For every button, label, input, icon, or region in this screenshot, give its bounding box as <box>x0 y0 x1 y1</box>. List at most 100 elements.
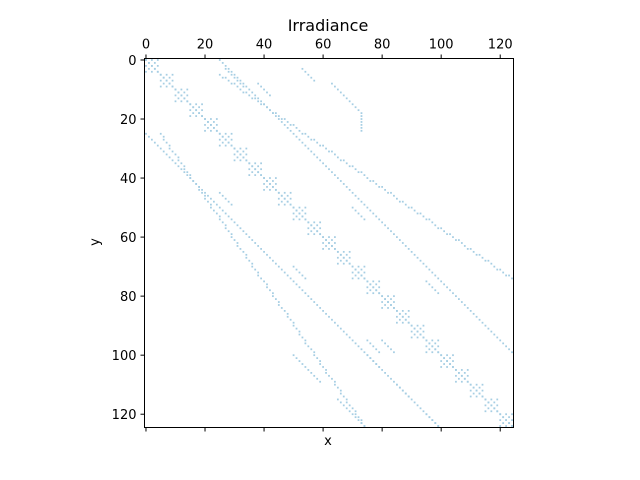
nonzero-point <box>325 239 327 241</box>
nonzero-point <box>177 156 180 159</box>
nonzero-point <box>301 336 304 339</box>
nonzero-point <box>277 301 280 303</box>
nonzero-point <box>463 372 466 374</box>
nonzero-point <box>401 242 404 244</box>
nonzero-point <box>224 224 227 227</box>
nonzero-point <box>396 236 398 238</box>
nonzero-point <box>233 153 236 156</box>
nonzero-point <box>446 286 448 289</box>
nonzero-point <box>165 73 168 76</box>
nonzero-point <box>434 274 437 277</box>
nonzero-point <box>210 118 212 120</box>
nonzero-point <box>245 253 248 256</box>
nonzero-point <box>159 147 162 150</box>
nonzero-point <box>505 274 507 277</box>
nonzero-point <box>428 283 431 286</box>
nonzero-point <box>331 82 333 85</box>
nonzero-point <box>254 162 257 165</box>
nonzero-point <box>307 221 310 224</box>
nonzero-point <box>351 165 354 168</box>
nonzero-point <box>416 330 419 333</box>
nonzero-point <box>348 256 351 259</box>
nonzero-point <box>339 253 342 256</box>
nonzero-point <box>224 144 227 147</box>
nonzero-point <box>242 91 245 94</box>
nonzero-point <box>410 206 413 209</box>
nonzero-point <box>493 401 496 404</box>
nonzero-point <box>342 395 345 398</box>
nonzero-point <box>416 336 419 339</box>
nonzero-point <box>295 327 298 330</box>
nonzero-point <box>289 124 292 126</box>
nonzero-point <box>260 174 262 176</box>
nonzero-point <box>393 295 395 298</box>
nonzero-point <box>201 188 203 191</box>
nonzero-point <box>310 138 313 141</box>
nonzero-point <box>316 230 319 233</box>
nonzero-point <box>387 191 389 194</box>
nonzero-point <box>227 70 230 73</box>
nonzero-point <box>345 97 348 100</box>
nonzero-point <box>452 366 454 368</box>
nonzero-point <box>336 156 339 159</box>
nonzero-point <box>289 197 292 200</box>
nonzero-point <box>484 259 487 262</box>
nonzero-point <box>263 103 265 106</box>
nonzero-point <box>274 177 277 179</box>
nonzero-point <box>419 327 422 330</box>
nonzero-point <box>469 383 472 386</box>
nonzero-point <box>307 135 310 138</box>
nonzero-point <box>292 218 295 221</box>
nonzero-point <box>150 59 153 61</box>
nonzero-point <box>413 401 416 404</box>
nonzero-point <box>378 218 381 221</box>
y-axis-label: y <box>88 238 103 246</box>
nonzero-point <box>339 259 342 262</box>
nonzero-point <box>272 292 274 295</box>
nonzero-point <box>354 274 357 277</box>
nonzero-point <box>334 153 336 156</box>
nonzero-point <box>437 345 440 348</box>
nonzero-point <box>325 245 327 247</box>
nonzero-point <box>440 366 443 368</box>
nonzero-point <box>351 265 354 268</box>
nonzero-point <box>248 162 251 165</box>
nonzero-point <box>360 200 363 203</box>
nonzero-point <box>224 64 227 67</box>
nonzero-point <box>449 357 451 360</box>
nonzero-point <box>360 215 363 218</box>
nonzero-point <box>357 419 360 421</box>
nonzero-point <box>298 330 301 333</box>
nonzero-point <box>310 230 313 233</box>
nonzero-point <box>325 369 327 371</box>
nonzero-point <box>493 333 496 336</box>
nonzero-point <box>505 413 507 416</box>
nonzero-point <box>218 206 221 209</box>
nonzero-point <box>298 212 301 215</box>
nonzero-point <box>230 236 233 238</box>
nonzero-point <box>372 286 375 289</box>
nonzero-point <box>325 165 327 168</box>
nonzero-point <box>363 203 366 206</box>
nonzero-point <box>180 162 183 165</box>
nonzero-point <box>159 85 162 88</box>
nonzero-point <box>266 180 268 182</box>
nonzero-point <box>478 386 481 389</box>
nonzero-point <box>422 330 425 333</box>
nonzero-point <box>342 404 345 407</box>
nonzero-point <box>437 292 440 295</box>
nonzero-point <box>266 91 268 94</box>
x-tick-label: 60 <box>315 38 332 53</box>
nonzero-point <box>425 339 428 342</box>
nonzero-point <box>401 315 404 318</box>
y-tick-label: 40 <box>120 172 137 187</box>
nonzero-point <box>366 292 369 295</box>
nonzero-point <box>295 215 298 218</box>
nonzero-point <box>404 318 407 321</box>
nonzero-point <box>319 363 322 365</box>
nonzero-point <box>463 245 466 247</box>
nonzero-point <box>452 292 454 295</box>
nonzero-point <box>425 413 428 416</box>
nonzero-point <box>440 354 443 357</box>
nonzero-point <box>342 262 345 265</box>
